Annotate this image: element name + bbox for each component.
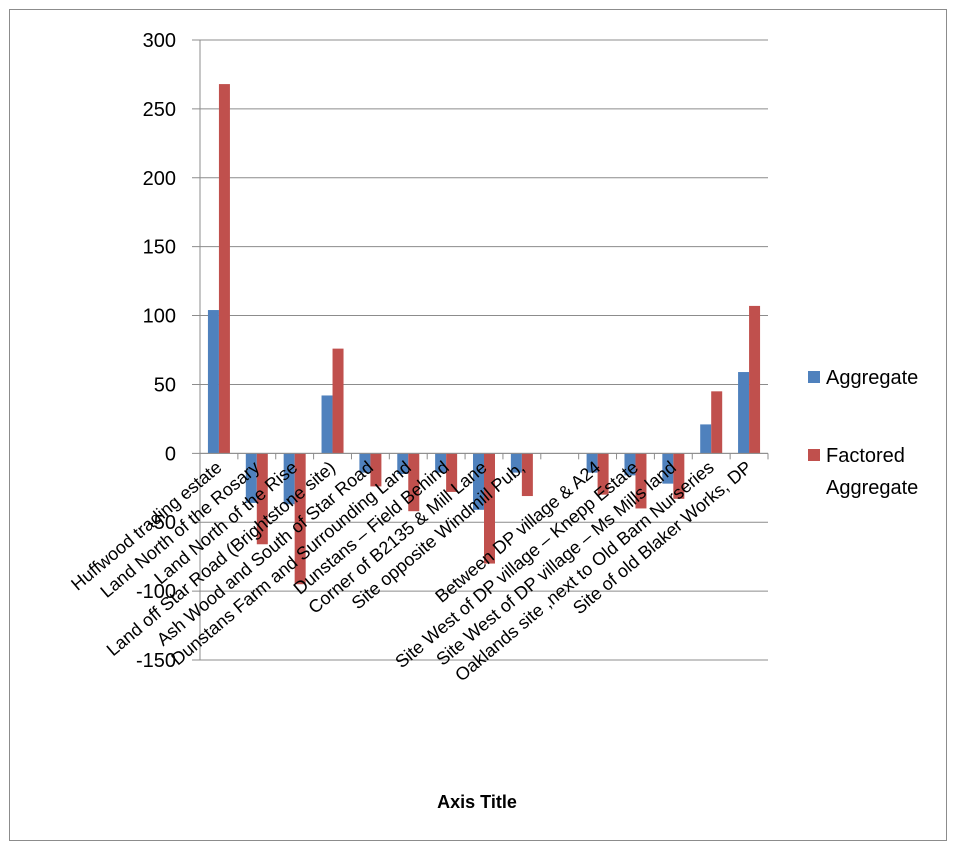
bar-factored-aggregate	[635, 453, 647, 509]
bar-factored-aggregate	[370, 453, 382, 487]
bar-aggregate	[586, 453, 598, 473]
axes	[199, 40, 769, 660]
bar-factored-aggregate	[256, 453, 268, 545]
bar-aggregate	[624, 453, 636, 476]
bar-aggregate	[662, 453, 674, 484]
y-tick-label: 100	[143, 306, 176, 328]
bar-aggregate	[700, 424, 712, 454]
bar-aggregate	[738, 372, 750, 454]
bar-aggregate	[435, 453, 447, 473]
y-tick-label: 300	[143, 30, 176, 52]
y-tick-labels: 300 250 200 150 100 50 0 -50 -100 -150	[136, 30, 176, 672]
bar-factored-aggregate	[294, 453, 306, 585]
legend-swatch-factored-aggregate	[808, 449, 820, 461]
bar-factored-aggregate	[332, 348, 344, 454]
bars	[207, 84, 761, 585]
y-tick-label: -50	[147, 512, 176, 534]
bar-factored-aggregate	[484, 453, 495, 564]
bar-aggregate	[245, 453, 257, 503]
legend-label: Aggregate	[826, 477, 918, 499]
bar-factored-aggregate	[446, 453, 458, 492]
bar-factored-aggregate	[408, 453, 420, 512]
bar-factored-aggregate	[711, 391, 723, 454]
y-tick-label: -100	[136, 581, 176, 603]
legend: Aggregate Factored Aggregate	[808, 367, 918, 499]
legend-label: Aggregate	[826, 367, 918, 389]
x-axis-title: Axis Title	[437, 792, 517, 812]
bar-aggregate	[283, 453, 295, 505]
bar-factored-aggregate	[749, 305, 761, 454]
y-tick-label: 150	[143, 237, 176, 259]
bar-aggregate	[359, 453, 371, 473]
bar-factored-aggregate	[597, 453, 609, 495]
bar-factored-aggregate	[521, 453, 533, 497]
bar-factored-aggregate	[218, 84, 230, 454]
bar-factored-aggregate	[673, 453, 685, 499]
y-tick-label: 0	[165, 443, 176, 465]
legend-swatch-aggregate	[808, 371, 820, 383]
bar-aggregate	[473, 453, 484, 510]
chart-frame	[9, 9, 947, 841]
y-tick-label: 200	[143, 168, 176, 190]
y-tick-label: 250	[143, 99, 176, 121]
legend-label: Factored	[826, 445, 905, 467]
bar-aggregate	[510, 453, 522, 473]
y-tick-label: 50	[154, 374, 176, 396]
bar-aggregate	[321, 395, 333, 454]
bar-aggregate	[397, 453, 409, 474]
bar-aggregate	[207, 310, 219, 454]
y-tick-label: -150	[136, 650, 176, 672]
